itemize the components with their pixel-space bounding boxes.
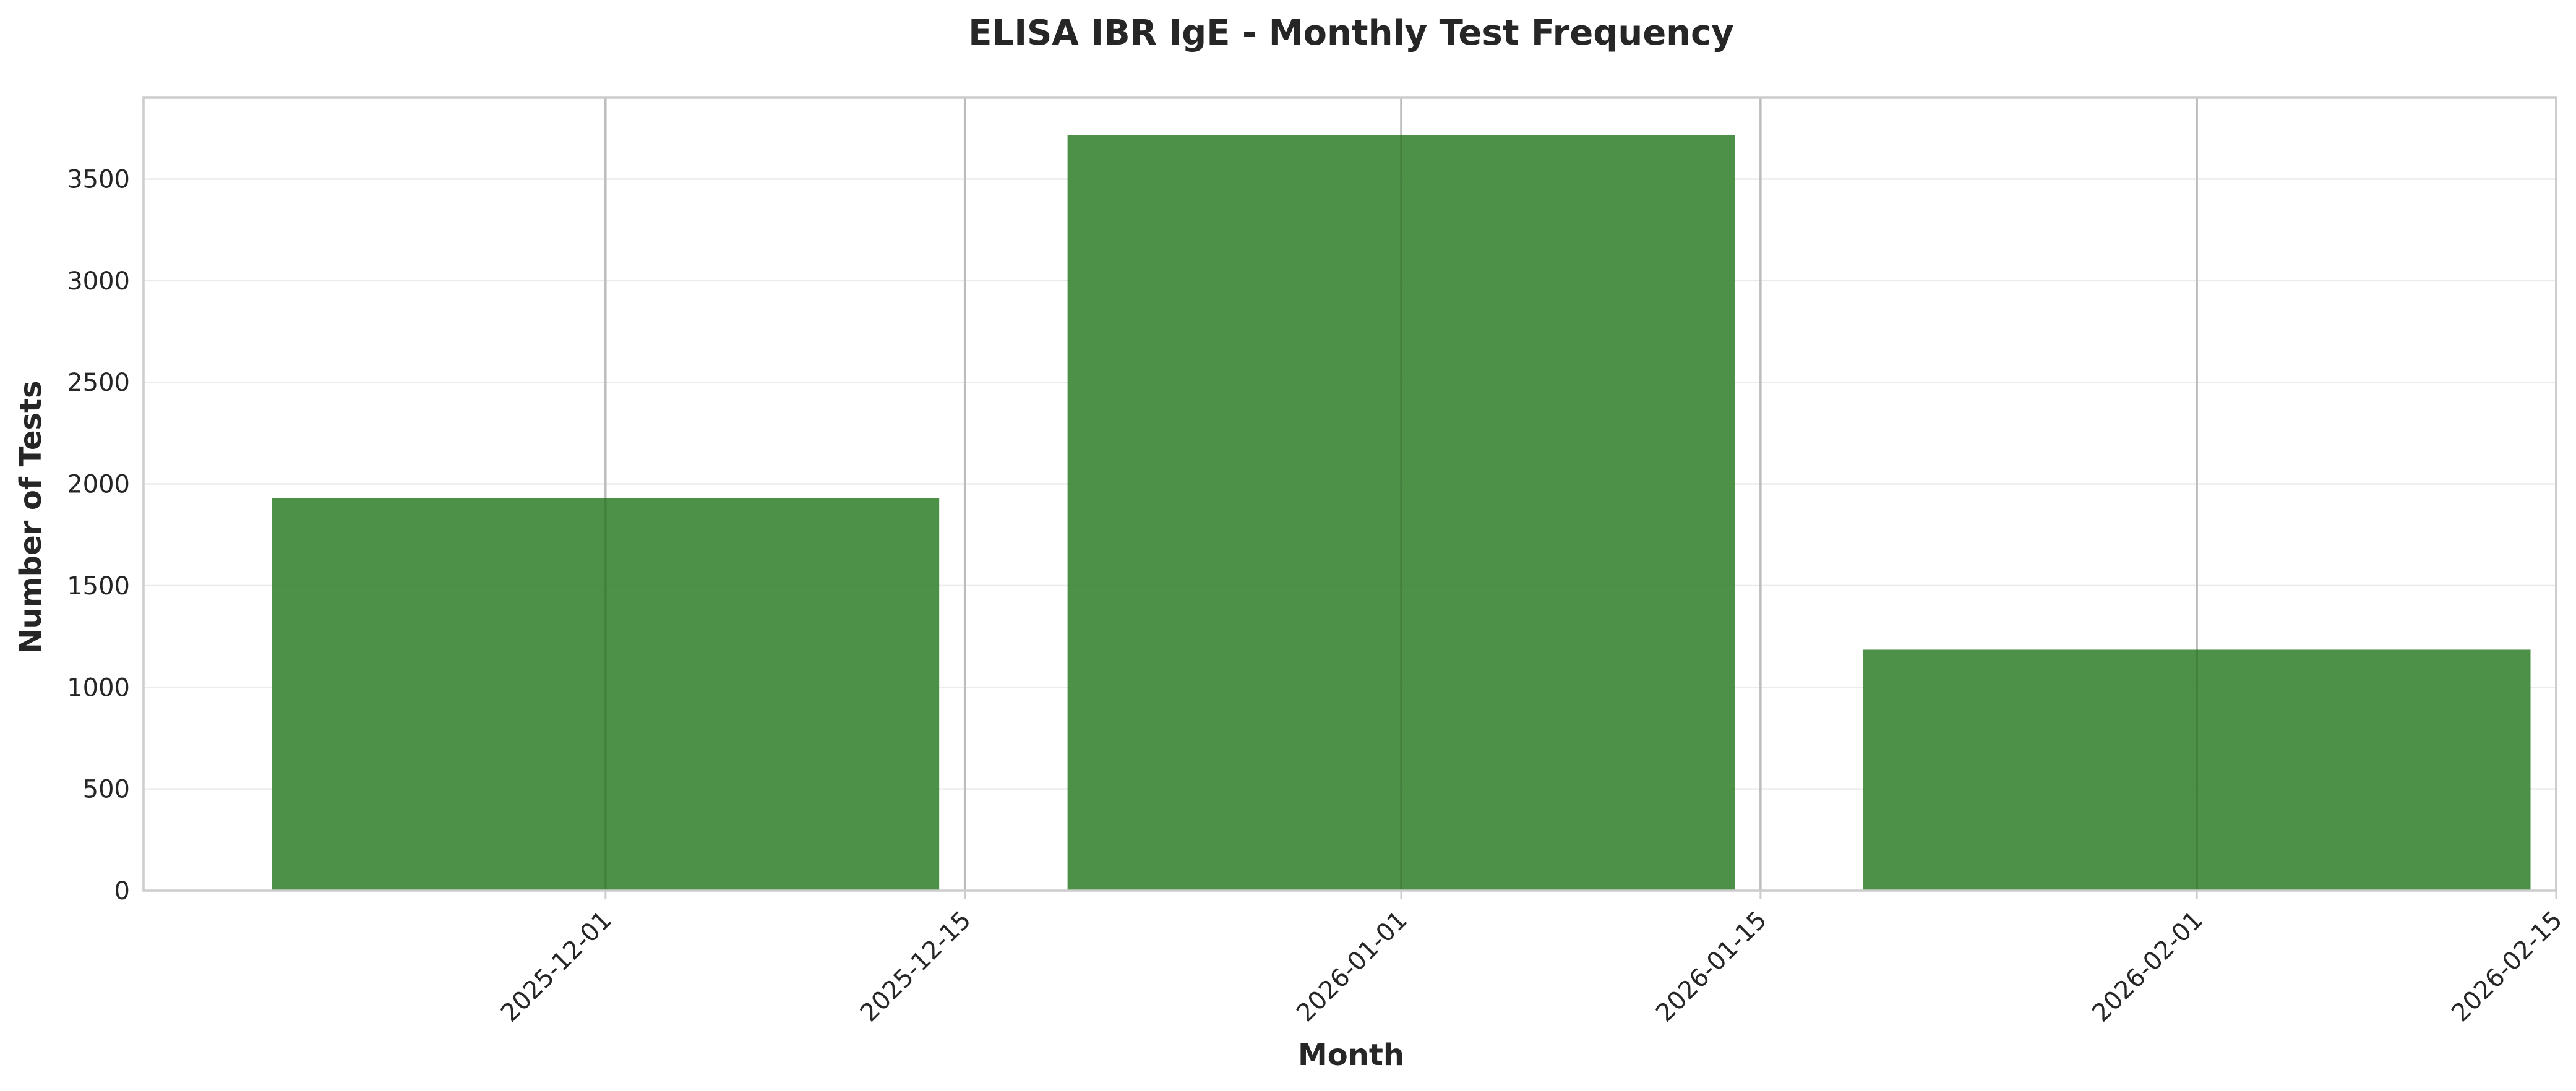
y-tick-label: 500 <box>83 776 130 804</box>
y-tick-label: 3500 <box>67 165 130 194</box>
x-tick-label: 2026-01-15 <box>1651 906 1772 1028</box>
bar-2026-01-01 <box>1067 135 1735 891</box>
y-tick-label: 2000 <box>67 471 130 499</box>
y-tick-label: 0 <box>114 877 130 905</box>
x-tick-label: 2026-02-15 <box>2446 906 2568 1028</box>
bar-2025-12-01 <box>272 498 940 891</box>
x-tick-label: 2026-01-01 <box>1291 906 1413 1028</box>
bar-layer <box>272 98 2557 891</box>
y-tick-label: 1000 <box>67 674 130 702</box>
chart-title: ELISA IBR IgE - Monthly Test Frequency <box>968 13 1734 53</box>
x-tick-label: 2025-12-15 <box>855 906 977 1028</box>
x-tick-label: 2025-12-01 <box>496 906 617 1028</box>
x-tick-label: 2026-02-01 <box>2087 906 2209 1028</box>
plot-frame <box>142 96 2557 892</box>
bar-2026-02-01 <box>1863 649 2531 891</box>
y-axis-label: Number of Tests <box>14 380 48 653</box>
y-tick-label: 2500 <box>67 369 130 397</box>
y-tick-label: 3000 <box>67 267 130 296</box>
y-tick-label: 1500 <box>67 572 130 601</box>
x-axis-label: Month <box>1298 1038 1404 1072</box>
